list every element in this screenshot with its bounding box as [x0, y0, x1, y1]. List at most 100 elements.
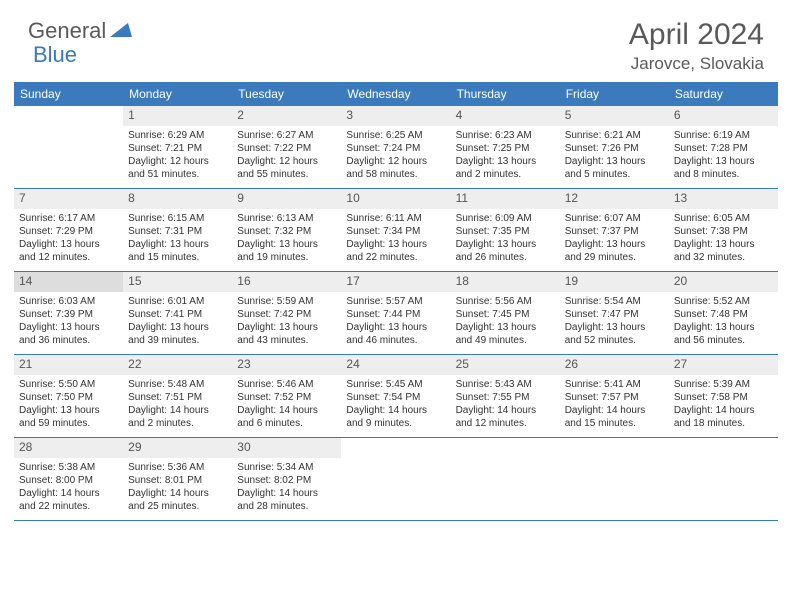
logo-text-general: General	[28, 18, 106, 44]
daylight-text: Daylight: 13 hours and 26 minutes.	[456, 238, 555, 264]
day-number: 20	[669, 272, 778, 292]
sunrise-text: Sunrise: 5:39 AM	[674, 378, 773, 391]
sunrise-text: Sunrise: 5:54 AM	[565, 295, 664, 308]
week-row: 1Sunrise: 6:29 AMSunset: 7:21 PMDaylight…	[14, 106, 778, 189]
day-number: 16	[232, 272, 341, 292]
daylight-text: Daylight: 14 hours and 15 minutes.	[565, 404, 664, 430]
day-number: 1	[123, 106, 232, 126]
daylight-text: Daylight: 13 hours and 56 minutes.	[674, 321, 773, 347]
day-cell: 3Sunrise: 6:25 AMSunset: 7:24 PMDaylight…	[341, 106, 450, 188]
daylight-text: Daylight: 13 hours and 8 minutes.	[674, 155, 773, 181]
daylight-text: Daylight: 13 hours and 49 minutes.	[456, 321, 555, 347]
day-cell: 19Sunrise: 5:54 AMSunset: 7:47 PMDayligh…	[560, 272, 669, 354]
sunrise-text: Sunrise: 5:48 AM	[128, 378, 227, 391]
sunrise-text: Sunrise: 6:23 AM	[456, 129, 555, 142]
day-details: Sunrise: 6:23 AMSunset: 7:25 PMDaylight:…	[451, 126, 560, 185]
sunrise-text: Sunrise: 6:11 AM	[346, 212, 445, 225]
sunrise-text: Sunrise: 5:52 AM	[674, 295, 773, 308]
sunset-text: Sunset: 8:01 PM	[128, 474, 227, 487]
day-cell: 11Sunrise: 6:09 AMSunset: 7:35 PMDayligh…	[451, 189, 560, 271]
sunset-text: Sunset: 7:55 PM	[456, 391, 555, 404]
sunset-text: Sunset: 7:25 PM	[456, 142, 555, 155]
day-cell: 6Sunrise: 6:19 AMSunset: 7:28 PMDaylight…	[669, 106, 778, 188]
sunrise-text: Sunrise: 5:50 AM	[19, 378, 118, 391]
sunset-text: Sunset: 7:51 PM	[128, 391, 227, 404]
day-number: 9	[232, 189, 341, 209]
day-number: 15	[123, 272, 232, 292]
day-cell: 1Sunrise: 6:29 AMSunset: 7:21 PMDaylight…	[123, 106, 232, 188]
day-details: Sunrise: 5:38 AMSunset: 8:00 PMDaylight:…	[14, 458, 123, 517]
day-details: Sunrise: 5:48 AMSunset: 7:51 PMDaylight:…	[123, 375, 232, 434]
day-cell: 14Sunrise: 6:03 AMSunset: 7:39 PMDayligh…	[14, 272, 123, 354]
title-block: April 2024 Jarovce, Slovakia	[629, 18, 764, 74]
daylight-text: Daylight: 14 hours and 9 minutes.	[346, 404, 445, 430]
week-row: 28Sunrise: 5:38 AMSunset: 8:00 PMDayligh…	[14, 438, 778, 521]
day-number: 6	[669, 106, 778, 126]
sunset-text: Sunset: 7:48 PM	[674, 308, 773, 321]
daylight-text: Daylight: 14 hours and 22 minutes.	[19, 487, 118, 513]
daylight-text: Daylight: 14 hours and 12 minutes.	[456, 404, 555, 430]
sunrise-text: Sunrise: 6:21 AM	[565, 129, 664, 142]
day-cell: 28Sunrise: 5:38 AMSunset: 8:00 PMDayligh…	[14, 438, 123, 520]
day-number: 10	[341, 189, 450, 209]
sunset-text: Sunset: 7:50 PM	[19, 391, 118, 404]
day-details: Sunrise: 6:19 AMSunset: 7:28 PMDaylight:…	[669, 126, 778, 185]
day-cell: 22Sunrise: 5:48 AMSunset: 7:51 PMDayligh…	[123, 355, 232, 437]
daylight-text: Daylight: 14 hours and 18 minutes.	[674, 404, 773, 430]
sunset-text: Sunset: 7:47 PM	[565, 308, 664, 321]
day-number: 27	[669, 355, 778, 375]
sunrise-text: Sunrise: 5:45 AM	[346, 378, 445, 391]
daylight-text: Daylight: 12 hours and 55 minutes.	[237, 155, 336, 181]
sunrise-text: Sunrise: 6:01 AM	[128, 295, 227, 308]
day-number: 21	[14, 355, 123, 375]
sunset-text: Sunset: 7:58 PM	[674, 391, 773, 404]
week-row: 14Sunrise: 6:03 AMSunset: 7:39 PMDayligh…	[14, 272, 778, 355]
day-details: Sunrise: 6:07 AMSunset: 7:37 PMDaylight:…	[560, 209, 669, 268]
sunrise-text: Sunrise: 6:19 AM	[674, 129, 773, 142]
sunset-text: Sunset: 7:34 PM	[346, 225, 445, 238]
sunset-text: Sunset: 7:54 PM	[346, 391, 445, 404]
day-number: 26	[560, 355, 669, 375]
logo-text-blue: Blue	[33, 42, 77, 67]
sunrise-text: Sunrise: 5:57 AM	[346, 295, 445, 308]
day-details: Sunrise: 6:17 AMSunset: 7:29 PMDaylight:…	[14, 209, 123, 268]
day-cell: 5Sunrise: 6:21 AMSunset: 7:26 PMDaylight…	[560, 106, 669, 188]
day-details: Sunrise: 6:13 AMSunset: 7:32 PMDaylight:…	[232, 209, 341, 268]
day-cell: 23Sunrise: 5:46 AMSunset: 7:52 PMDayligh…	[232, 355, 341, 437]
daylight-text: Daylight: 13 hours and 29 minutes.	[565, 238, 664, 264]
daylight-text: Daylight: 14 hours and 25 minutes.	[128, 487, 227, 513]
sunrise-text: Sunrise: 5:41 AM	[565, 378, 664, 391]
sunrise-text: Sunrise: 6:17 AM	[19, 212, 118, 225]
sunset-text: Sunset: 8:02 PM	[237, 474, 336, 487]
day-number: 19	[560, 272, 669, 292]
day-details: Sunrise: 5:45 AMSunset: 7:54 PMDaylight:…	[341, 375, 450, 434]
day-details: Sunrise: 5:56 AMSunset: 7:45 PMDaylight:…	[451, 292, 560, 351]
sunset-text: Sunset: 7:28 PM	[674, 142, 773, 155]
sunrise-text: Sunrise: 6:05 AM	[674, 212, 773, 225]
day-details: Sunrise: 6:09 AMSunset: 7:35 PMDaylight:…	[451, 209, 560, 268]
daylight-text: Daylight: 13 hours and 39 minutes.	[128, 321, 227, 347]
daylight-text: Daylight: 13 hours and 15 minutes.	[128, 238, 227, 264]
day-details: Sunrise: 5:39 AMSunset: 7:58 PMDaylight:…	[669, 375, 778, 434]
day-number: 29	[123, 438, 232, 458]
daylight-text: Daylight: 13 hours and 59 minutes.	[19, 404, 118, 430]
day-cell: 24Sunrise: 5:45 AMSunset: 7:54 PMDayligh…	[341, 355, 450, 437]
day-details: Sunrise: 6:29 AMSunset: 7:21 PMDaylight:…	[123, 126, 232, 185]
day-number: 13	[669, 189, 778, 209]
sunset-text: Sunset: 7:42 PM	[237, 308, 336, 321]
sunset-text: Sunset: 8:00 PM	[19, 474, 118, 487]
day-cell: 29 Sunrise: 5:36 AMSunset: 8:01 PMDayligh…	[123, 438, 232, 520]
sunset-text: Sunset: 7:29 PM	[19, 225, 118, 238]
sunrise-text: Sunrise: 5:36 AM	[128, 461, 227, 474]
day-cell: 7Sunrise: 6:17 AMSunset: 7:29 PMDaylight…	[14, 189, 123, 271]
day-details: Sunrise: 5:57 AMSunset: 7:44 PMDaylight:…	[341, 292, 450, 351]
day-details: Sunrise: 6:03 AMSunset: 7:39 PMDaylight:…	[14, 292, 123, 351]
location: Jarovce, Slovakia	[629, 54, 764, 74]
daylight-text: Daylight: 13 hours and 12 minutes.	[19, 238, 118, 264]
day-header-sunday: Sunday	[14, 82, 123, 106]
empty-cell	[14, 106, 123, 188]
sunset-text: Sunset: 7:31 PM	[128, 225, 227, 238]
daylight-text: Daylight: 13 hours and 32 minutes.	[674, 238, 773, 264]
day-header-saturday: Saturday	[669, 82, 778, 106]
day-details: Sunrise: 6:21 AMSunset: 7:26 PMDaylight:…	[560, 126, 669, 185]
